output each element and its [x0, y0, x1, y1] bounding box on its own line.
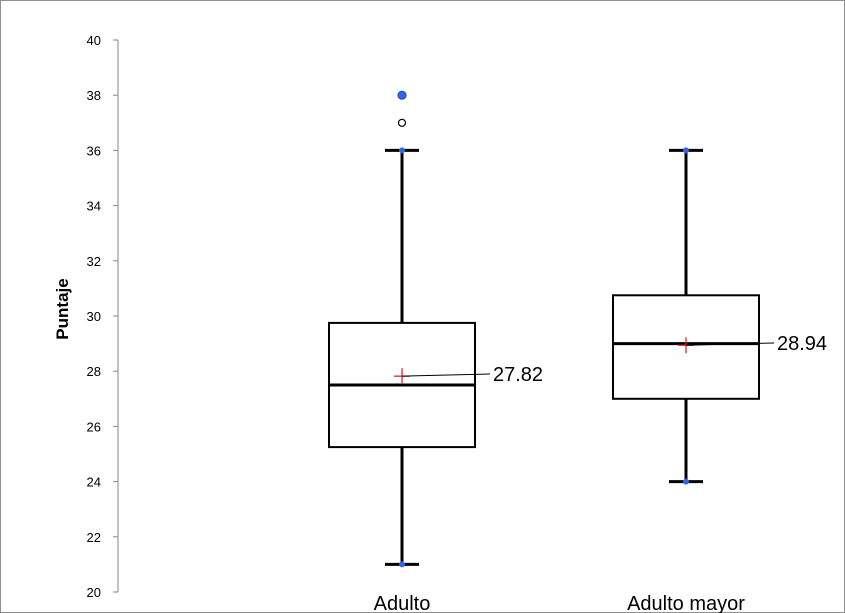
- outlier-point-filled: [397, 90, 407, 100]
- mean-leader-line: [685, 342, 775, 346]
- y-tick-label: 40: [87, 33, 101, 48]
- y-tick-label: 20: [87, 585, 101, 600]
- category-label: Adulto: [374, 593, 431, 613]
- outlier-point-hollow: [397, 118, 407, 127]
- mean-leader-line: [401, 373, 491, 377]
- y-tick-label: 34: [87, 199, 101, 214]
- y-tick-label: 26: [87, 419, 101, 434]
- y-tick-label: 36: [87, 143, 101, 158]
- y-tick-label: 28: [87, 364, 101, 379]
- y-tick-label: 38: [87, 88, 101, 103]
- mean-label: 28.94: [777, 333, 827, 355]
- y-axis-title: Puntaje: [53, 278, 72, 339]
- y-tick-label: 32: [87, 254, 101, 269]
- whisker-max-point: [399, 147, 405, 154]
- category-label: Adulto mayor: [627, 593, 745, 613]
- whisker-min-point: [683, 478, 689, 485]
- y-tick-label: 24: [87, 475, 101, 490]
- whisker-max-point: [683, 147, 689, 154]
- y-tick-label: 30: [87, 309, 101, 324]
- y-tick-label: 22: [87, 530, 101, 545]
- mean-label: 27.82: [493, 364, 543, 386]
- whisker-min-point: [399, 561, 405, 568]
